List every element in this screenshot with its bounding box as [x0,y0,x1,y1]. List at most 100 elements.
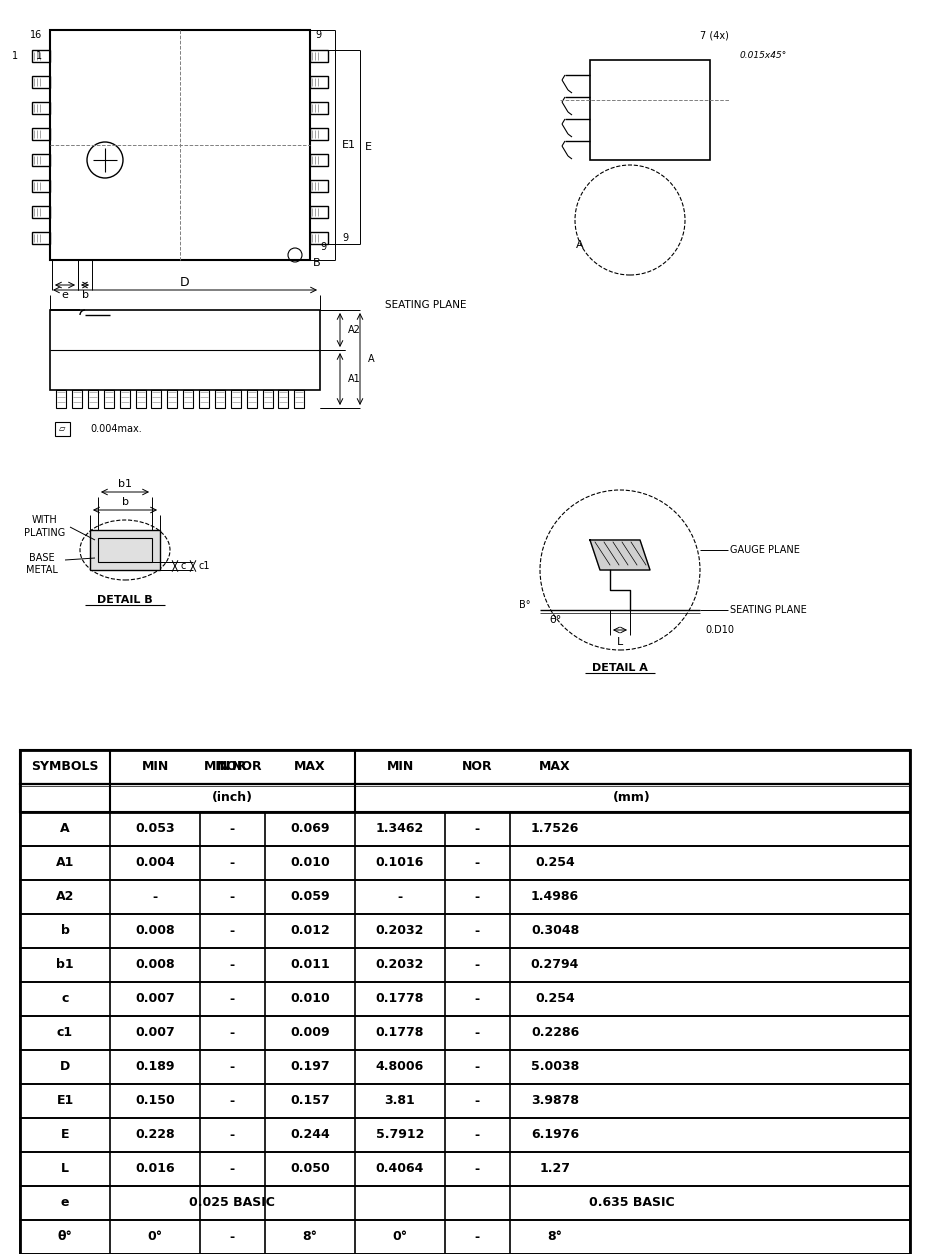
Text: GAUGE PLANE: GAUGE PLANE [730,545,800,556]
Text: c: c [180,561,185,571]
Text: (inch): (inch) [211,791,253,805]
Text: SEATING PLANE: SEATING PLANE [385,300,467,310]
Text: -: - [230,1230,234,1244]
Text: -: - [230,958,234,972]
Bar [104,390,113,408]
Bar [295,390,304,408]
Text: -: - [230,1162,234,1175]
Text: 0.157: 0.157 [290,1095,330,1107]
Text: 0.010: 0.010 [290,992,330,1006]
Text: B°: B° [519,599,531,609]
Text: L: L [617,637,623,647]
Bar [32,50,50,61]
Bar [310,102,328,114]
Polygon shape [590,540,650,571]
Bar [278,390,288,408]
Text: SYMBOLS: SYMBOLS [32,760,99,774]
Text: -: - [230,890,234,903]
Text: 5.0038: 5.0038 [531,1061,579,1073]
Text: A: A [577,240,584,250]
Text: DETAIL B: DETAIL B [98,594,153,604]
Text: c1: c1 [198,561,209,571]
Bar [20,813,910,846]
Text: E: E [60,1129,69,1141]
Text: E1: E1 [57,1095,73,1107]
Text: -: - [474,1230,480,1244]
Text: 0°: 0° [148,1230,163,1244]
Text: -: - [230,924,234,938]
Text: -: - [230,1095,234,1107]
Text: -: - [474,1027,480,1040]
Bar [98,538,152,562]
Text: -: - [474,1061,480,1073]
Text: 9: 9 [342,233,348,243]
Text: 0.015x45°: 0.015x45° [740,50,788,59]
Text: MIN: MIN [204,760,231,774]
Text: 1.27: 1.27 [539,1162,570,1175]
Text: MAX: MAX [539,760,571,774]
Text: c: c [61,992,69,1006]
Text: 0.1778: 0.1778 [376,992,424,1006]
Text: 0.1016: 0.1016 [376,856,424,869]
Bar [310,232,328,245]
Bar [199,390,209,408]
Bar [20,982,910,1016]
Text: WITH: WITH [33,515,58,525]
Text: A: A [368,354,375,364]
Text: b: b [60,924,70,938]
Text: PLATING: PLATING [24,528,66,538]
Text: 0.008: 0.008 [135,924,175,938]
Bar [136,390,145,408]
Text: -: - [230,823,234,835]
Text: 9: 9 [320,242,326,252]
Bar [246,390,257,408]
Text: 9: 9 [315,30,321,40]
Text: 0.635 BASIC: 0.635 BASIC [590,1196,675,1210]
Text: 0.244: 0.244 [290,1129,330,1141]
Bar [50,310,320,390]
Text: NOR: NOR [232,760,262,774]
Bar [310,76,328,88]
Text: 0.011: 0.011 [290,958,330,972]
Text: b: b [122,497,128,507]
Text: θ°: θ° [58,1230,73,1244]
Text: -: - [474,890,480,903]
Text: 0.010: 0.010 [290,856,330,869]
Text: 3.81: 3.81 [385,1095,416,1107]
Bar [152,390,162,408]
Text: 8°: 8° [302,1230,317,1244]
Bar [20,1186,910,1220]
Text: DETAIL A: DETAIL A [592,663,648,673]
Text: 8°: 8° [548,1230,563,1244]
Text: E1: E1 [342,140,356,150]
Text: 0.025 BASIC: 0.025 BASIC [189,1196,275,1210]
Text: 0.050: 0.050 [290,1162,330,1175]
Bar [32,232,50,245]
Text: D: D [180,276,190,288]
Bar [32,154,50,166]
Text: 1: 1 [12,51,18,61]
Bar [20,880,910,914]
Text: 0.004: 0.004 [135,856,175,869]
Bar [231,390,241,408]
Text: 0.069: 0.069 [290,823,330,835]
Text: 1.3462: 1.3462 [376,823,424,835]
Text: 0.053: 0.053 [135,823,175,835]
Text: 6.1976: 6.1976 [531,1129,579,1141]
Text: 0.059: 0.059 [290,890,330,903]
Bar [215,390,225,408]
Text: 0.2032: 0.2032 [376,958,424,972]
Bar [310,50,328,61]
Text: -: - [230,992,234,1006]
Text: -: - [230,1061,234,1073]
Text: 0.3048: 0.3048 [531,924,579,938]
Text: -: - [474,1095,480,1107]
Text: A: A [60,823,70,835]
Bar [20,750,910,784]
Text: -: - [474,856,480,869]
Text: MIN: MIN [141,760,168,774]
Text: e: e [61,290,69,300]
Text: MAX: MAX [294,760,326,774]
Text: (mm): (mm) [613,791,651,805]
Bar [20,750,910,1254]
